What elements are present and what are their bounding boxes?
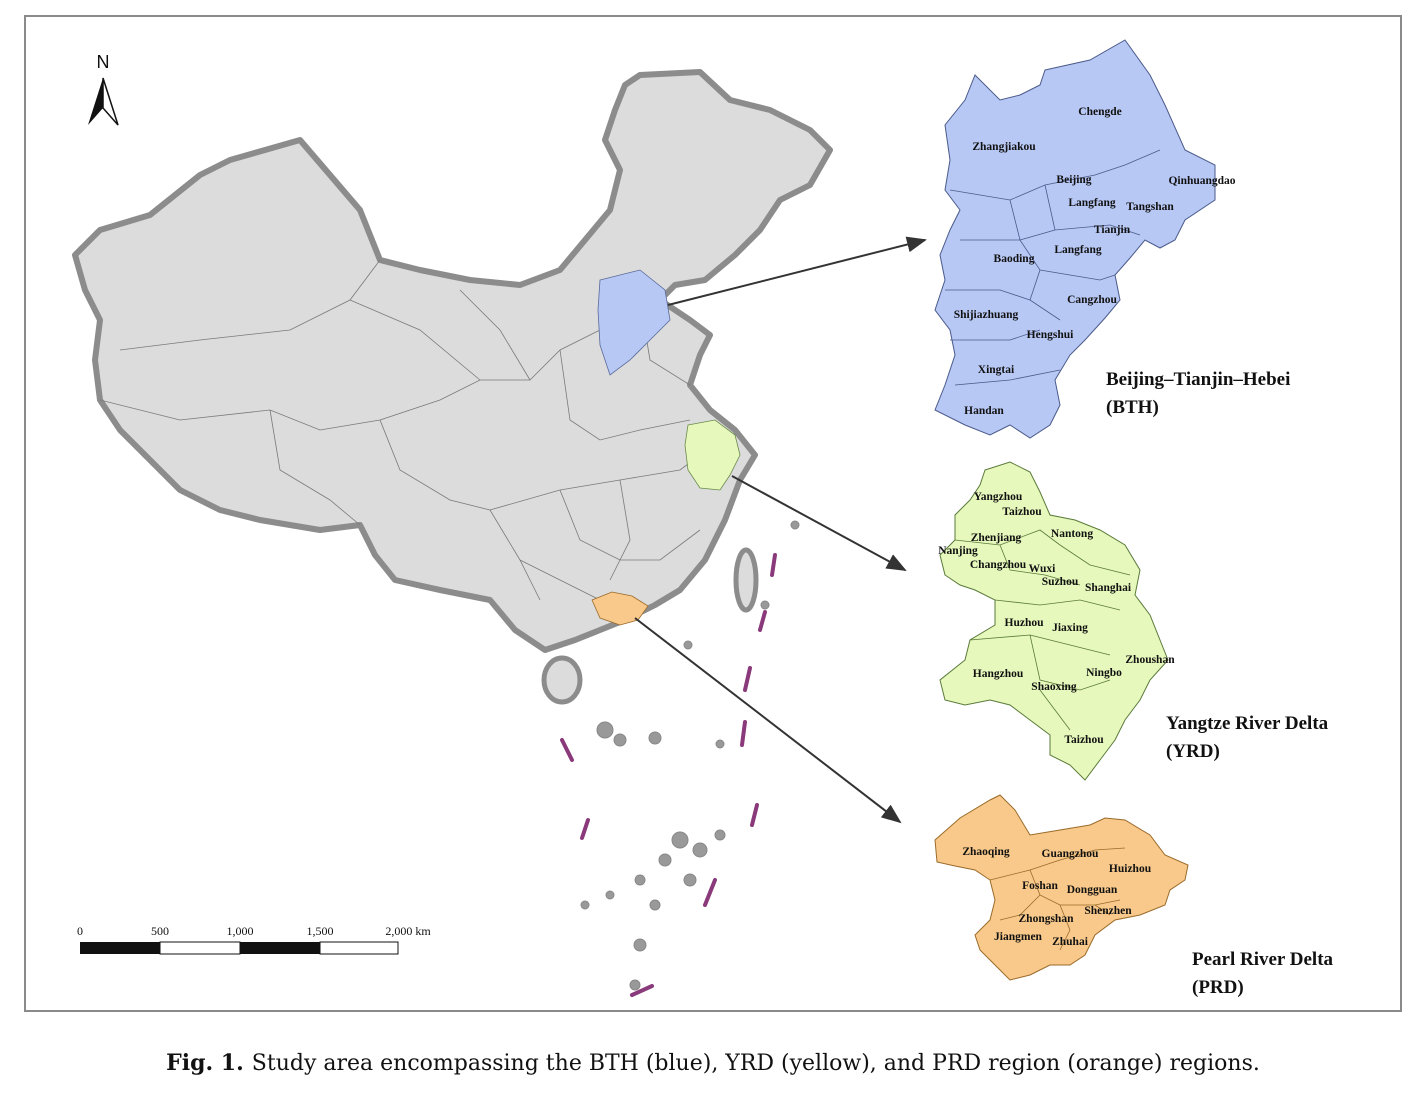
- yrd-city-hangzhou: Hangzhou: [973, 668, 1024, 680]
- bth-city-chengde: Chengde: [1078, 106, 1121, 118]
- bth-city-langfang-2: Langfang: [1054, 244, 1102, 256]
- yrd-city-wuxi: Wuxi: [1029, 563, 1056, 575]
- china-map: [72, 69, 833, 705]
- yrd-title-line2: (YRD): [1166, 741, 1220, 762]
- bth-city-langfang-1: Langfang: [1068, 197, 1116, 209]
- svg-text:N: N: [97, 52, 110, 72]
- prd-city-zhongshan: Zhongshan: [1019, 913, 1075, 925]
- yrd-city-jiaxing: Jiaxing: [1052, 622, 1088, 634]
- bth-title-line1: Beijing–Tianjin–Hebei: [1106, 369, 1290, 390]
- bth-city-cangzhou: Cangzhou: [1067, 294, 1117, 306]
- scale-tick-2: 1,000: [227, 924, 254, 938]
- bth-city-beijing: Beijing: [1056, 174, 1091, 186]
- prd-city-guangzhou: Guangzhou: [1042, 848, 1099, 860]
- prd-shape: [934, 794, 1189, 981]
- bth-city-baoding: Baoding: [994, 253, 1035, 265]
- bth-city-zhangjiakou: Zhangjiakou: [972, 141, 1036, 153]
- scale-tick-3: 1,500: [307, 924, 334, 938]
- bth-city-handan: Handan: [964, 405, 1004, 417]
- prd-city-zhuhai: Zhuhai: [1052, 936, 1089, 948]
- bth-shape: [934, 39, 1216, 439]
- bth-city-hengshui: Hengshui: [1027, 329, 1074, 341]
- bth-city-shijiazhuang: Shijiazhuang: [954, 309, 1019, 321]
- map-canvas: N 0 500 1,000 1,500 2,000 km Chengde Zha…: [72, 39, 1334, 998]
- yrd-city-zhenjiang: Zhenjiang: [971, 532, 1022, 544]
- prd-city-dongguan: Dongguan: [1067, 884, 1118, 896]
- bth-inset: Chengde Zhangjiakou Beijing Qinhuangdao …: [934, 39, 1290, 439]
- bth-city-tianjin: Tianjin: [1094, 224, 1131, 236]
- yrd-city-shanghai: Shanghai: [1085, 582, 1132, 594]
- yrd-city-nantong: Nantong: [1051, 528, 1093, 540]
- scale-bar: 0 500 1,000 1,500 2,000 km: [77, 924, 431, 955]
- bth-city-xingtai: Xingtai: [978, 364, 1015, 376]
- bth-city-tangshan: Tangshan: [1126, 201, 1174, 213]
- nine-dash-line: [560, 553, 777, 997]
- prd-inset: Zhaoqing Guangzhou Huizhou Foshan Donggu…: [934, 794, 1334, 998]
- caption-label: Fig. 1.: [166, 1050, 244, 1076]
- taiwan-island: [733, 547, 759, 613]
- china-outline: [72, 69, 833, 653]
- hainan-island: [541, 655, 583, 705]
- yrd-city-huzhou: Huzhou: [1005, 617, 1045, 629]
- bth-title-line2: (BTH): [1106, 397, 1159, 418]
- yrd-shape: [939, 461, 1169, 781]
- prd-city-shenzhen: Shenzhen: [1084, 905, 1132, 917]
- scale-tick-4: 2,000 km: [385, 924, 431, 938]
- prd-city-foshan: Foshan: [1022, 880, 1058, 892]
- yrd-city-suzhou: Suzhou: [1042, 576, 1079, 588]
- callout-arrows: [634, 236, 927, 824]
- bth-highlight: [597, 269, 671, 376]
- north-arrow-icon: N: [88, 52, 119, 126]
- yrd-title-line1: Yangtze River Delta: [1166, 713, 1329, 734]
- yrd-city-zhoushan: Zhoushan: [1125, 654, 1175, 666]
- yrd-city-shaoxing: Shaoxing: [1031, 681, 1077, 693]
- prd-highlight: [591, 591, 649, 626]
- yrd-city-taizhou-1: Taizhou: [1002, 506, 1042, 518]
- prd-city-zhaoqing: Zhaoqing: [962, 846, 1010, 858]
- province-lines: [99, 259, 721, 601]
- prd-city-jiangmen: Jiangmen: [994, 931, 1043, 943]
- south-china-sea: [580, 520, 800, 991]
- prd-title-line1: Pearl River Delta: [1192, 949, 1334, 970]
- yrd-city-nanjing: Nanjing: [938, 545, 978, 557]
- prd-title-line2: (PRD): [1192, 977, 1244, 998]
- yrd-city-taizhou-2: Taizhou: [1064, 734, 1104, 746]
- bth-city-qinhuangdao: Qinhuangdao: [1168, 175, 1235, 187]
- yrd-city-changzhou: Changzhou: [970, 559, 1027, 571]
- figure-caption: Fig. 1. Study area encompassing the BTH (…: [0, 1050, 1426, 1076]
- scale-tick-0: 0: [77, 924, 83, 938]
- yrd-highlight: [684, 419, 741, 491]
- scale-tick-1: 500: [151, 924, 169, 938]
- yrd-inset: Yangzhou Taizhou Nantong Zhenjiang Nanji…: [938, 461, 1329, 781]
- caption-text: Study area encompassing the BTH (blue), …: [251, 1051, 1260, 1076]
- prd-city-huizhou: Huizhou: [1109, 863, 1152, 875]
- yrd-city-ningbo: Ningbo: [1086, 667, 1122, 679]
- yrd-city-yangzhou: Yangzhou: [974, 491, 1023, 503]
